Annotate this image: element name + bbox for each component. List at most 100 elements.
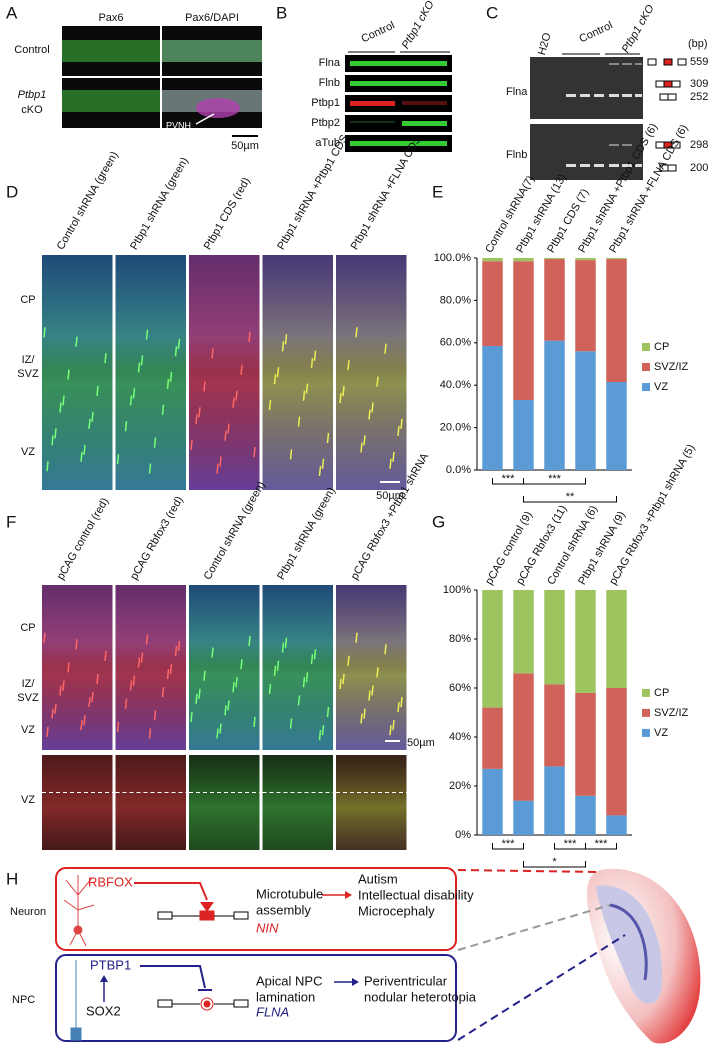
neuron-box — [55, 867, 457, 951]
size-label: 309 — [690, 78, 708, 90]
cell — [321, 725, 325, 736]
arrowhead — [352, 978, 359, 986]
y-tick-label: 100.0% — [434, 252, 472, 264]
cell — [268, 683, 272, 694]
cell — [232, 682, 235, 693]
gene-label: RBFOX — [88, 874, 133, 889]
legend-label: VZ — [654, 727, 668, 739]
cell — [297, 416, 301, 427]
cell — [305, 672, 309, 683]
cell — [355, 632, 358, 643]
cell — [273, 374, 277, 385]
cell — [302, 677, 306, 688]
cell — [321, 458, 325, 469]
cell — [91, 692, 94, 703]
cell — [54, 703, 57, 714]
cell — [342, 385, 345, 397]
cell — [88, 697, 91, 708]
arrow — [195, 113, 215, 125]
image-overlay — [262, 255, 333, 490]
cell — [392, 451, 395, 462]
gene-label: SOX2 — [86, 1003, 121, 1018]
column-header: Control — [359, 19, 396, 45]
exon-diagram — [647, 58, 687, 172]
annotation: PVNH — [166, 120, 191, 130]
cell — [46, 461, 49, 472]
column-header: Control shRNA (green) — [202, 480, 268, 582]
row-label: Flnb — [506, 149, 527, 161]
cell — [235, 390, 238, 401]
cell — [339, 392, 342, 404]
bar-segment — [544, 766, 565, 835]
cell — [273, 665, 277, 676]
cell — [174, 645, 178, 657]
cell — [347, 655, 350, 666]
column-header: Ptbp1 cKO — [400, 0, 437, 51]
cell — [371, 685, 374, 696]
cell — [96, 385, 99, 397]
cell — [116, 454, 120, 465]
cell — [224, 430, 227, 441]
function-label: lamination — [256, 989, 315, 1004]
cell — [83, 444, 86, 455]
row-label: Ptbp1 — [18, 89, 47, 101]
connector — [457, 904, 611, 951]
bar-segment — [482, 590, 503, 708]
bar-segment — [482, 261, 503, 346]
bar-segment — [544, 684, 565, 767]
size-label: 298 — [690, 139, 708, 151]
cell — [132, 388, 136, 399]
cell — [216, 728, 219, 739]
legend-swatch — [642, 688, 650, 697]
image-overlay — [336, 255, 407, 490]
cell — [104, 650, 107, 661]
layer-label: SVZ — [17, 692, 39, 704]
cell — [190, 439, 193, 451]
cell — [145, 329, 149, 340]
layer-label: VZ — [21, 724, 35, 736]
panel-label: E — [432, 182, 443, 201]
cell — [75, 336, 78, 347]
bar-segment — [575, 351, 596, 470]
significance-label: *** — [548, 473, 562, 485]
exon-diagram — [157, 997, 249, 1011]
row-label: cKO — [21, 104, 43, 116]
cell — [174, 345, 178, 357]
column-header: Control shRNA (green) — [55, 150, 121, 252]
cell — [363, 708, 366, 719]
bar-segment — [513, 261, 534, 401]
cell — [140, 355, 144, 366]
cell — [145, 634, 149, 645]
bar-segment — [482, 768, 503, 835]
cell — [46, 726, 49, 737]
cell — [276, 367, 280, 378]
y-tick-label: 40.0% — [440, 379, 471, 391]
cell — [116, 721, 120, 732]
cell — [59, 402, 62, 413]
cell-drawing — [63, 875, 95, 947]
cell — [166, 668, 170, 680]
cell — [80, 451, 83, 462]
cell — [161, 404, 165, 415]
exon-diagram — [157, 910, 249, 921]
cell — [195, 414, 198, 425]
cell — [313, 649, 317, 660]
legend-swatch — [642, 363, 650, 372]
cell — [169, 664, 173, 675]
cell — [137, 362, 141, 373]
cell — [232, 397, 235, 408]
connector — [457, 869, 601, 873]
function-label: Apical NPC — [256, 973, 322, 988]
row-label: Flnb — [319, 77, 340, 89]
bar-segment — [575, 258, 596, 261]
cell — [318, 730, 322, 741]
cell — [281, 341, 285, 352]
image-overlay — [336, 755, 407, 850]
cell — [305, 383, 309, 394]
row-label: Ptbp2 — [311, 117, 340, 129]
cell — [384, 343, 387, 354]
y-tick-label: 80.0% — [440, 294, 471, 306]
cell — [224, 705, 227, 716]
bar-segment — [513, 673, 534, 801]
